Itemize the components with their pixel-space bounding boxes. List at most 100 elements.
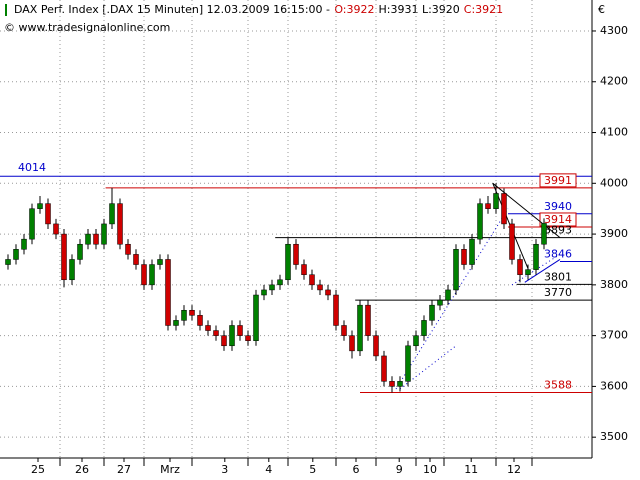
candle-body bbox=[197, 315, 203, 326]
candle-body bbox=[53, 223, 59, 235]
candle-body bbox=[533, 243, 539, 270]
candle-body bbox=[413, 335, 419, 347]
level-label-box bbox=[539, 212, 577, 227]
candle-body bbox=[221, 335, 227, 347]
level-label: 3801 bbox=[544, 270, 572, 283]
x-tick-label: 5 bbox=[309, 463, 316, 476]
candle-body bbox=[253, 294, 259, 341]
candle-body bbox=[237, 325, 243, 336]
candle-body bbox=[373, 335, 379, 357]
candle-body bbox=[69, 259, 75, 281]
candle-body bbox=[317, 284, 323, 291]
candle-body bbox=[437, 299, 443, 306]
y-tick-label: 3700 bbox=[600, 329, 628, 342]
candle-body bbox=[45, 203, 51, 225]
candle-body bbox=[333, 294, 339, 326]
y-tick-label: 3500 bbox=[600, 430, 628, 443]
header: DAX Perf. Index [.DAX 15 Minuten] 12.03.… bbox=[14, 3, 503, 16]
candle-body bbox=[245, 335, 251, 341]
candle-body bbox=[341, 325, 347, 336]
candle-body bbox=[485, 203, 491, 209]
candle-body bbox=[261, 289, 267, 296]
y-tick-label: 3600 bbox=[600, 379, 628, 392]
candle-body bbox=[117, 203, 123, 245]
header-part: H:3931 L:3920 bbox=[378, 3, 459, 16]
candle-body bbox=[469, 238, 475, 265]
candle-body bbox=[77, 243, 83, 260]
candle-body bbox=[285, 243, 291, 281]
candle-body bbox=[325, 289, 331, 296]
level-label: 3940 bbox=[544, 200, 572, 213]
candle-body bbox=[389, 381, 395, 387]
y-tick-label: 4100 bbox=[600, 126, 628, 139]
header-part: C:3921 bbox=[464, 3, 503, 16]
level-label: 3846 bbox=[544, 247, 572, 260]
candle-body bbox=[5, 259, 11, 265]
candle-body bbox=[85, 233, 91, 245]
candle-body bbox=[397, 381, 403, 387]
x-tick-label: 3 bbox=[221, 463, 228, 476]
candle-body bbox=[157, 259, 163, 265]
level-label: 3914 bbox=[544, 213, 572, 226]
level-label-box bbox=[539, 173, 577, 188]
header-part: DAX Perf. Index [.DAX 15 Minuten] 12.03.… bbox=[14, 3, 330, 16]
candle-body bbox=[541, 223, 547, 245]
level-label: 3588 bbox=[544, 378, 572, 391]
candle-body bbox=[205, 325, 211, 331]
candle-body bbox=[181, 309, 187, 321]
trendline bbox=[395, 208, 509, 390]
x-tick-label: Mrz bbox=[160, 463, 180, 476]
candle-body bbox=[517, 259, 523, 275]
candle-body bbox=[269, 284, 275, 291]
candle-body bbox=[293, 243, 299, 265]
y-tick-label: 3900 bbox=[600, 227, 628, 240]
x-tick-label: 9 bbox=[396, 463, 403, 476]
candle-body bbox=[29, 208, 35, 240]
header-part: O:3922 bbox=[334, 3, 374, 16]
candle-body bbox=[125, 243, 131, 255]
candle-body bbox=[61, 233, 67, 281]
candle-body bbox=[149, 264, 155, 286]
candle-body bbox=[93, 233, 99, 245]
candle-body bbox=[421, 320, 427, 336]
candle-body bbox=[493, 193, 499, 209]
candle-body bbox=[301, 264, 307, 275]
x-tick-label: 27 bbox=[117, 463, 131, 476]
candle-body bbox=[21, 238, 27, 250]
candle-body bbox=[381, 355, 387, 382]
trendline bbox=[524, 259, 561, 283]
candle-body bbox=[213, 330, 219, 336]
y-tick-label: 4200 bbox=[600, 75, 628, 88]
candle-body bbox=[189, 309, 195, 316]
candle-body bbox=[165, 259, 171, 326]
candle-body bbox=[429, 304, 435, 321]
y-tick-label: 4000 bbox=[600, 176, 628, 189]
candle-body bbox=[277, 279, 283, 286]
candle-body bbox=[525, 269, 531, 275]
candle-body bbox=[229, 325, 235, 347]
level-label: 3770 bbox=[544, 286, 572, 299]
y-tick-label: 3800 bbox=[600, 278, 628, 291]
candle-body bbox=[13, 249, 19, 260]
candle-body bbox=[101, 223, 107, 245]
copyright: © www.tradesignalonline.com bbox=[4, 21, 170, 34]
candle-body bbox=[133, 254, 139, 265]
level-label: 3991 bbox=[544, 174, 572, 187]
x-tick-label: 25 bbox=[31, 463, 45, 476]
candle-body bbox=[37, 203, 43, 209]
candle-body bbox=[357, 304, 363, 352]
candle-body bbox=[173, 320, 179, 326]
x-tick-label: 26 bbox=[75, 463, 89, 476]
x-tick-label: 10 bbox=[423, 463, 437, 476]
x-tick-label: 6 bbox=[353, 463, 360, 476]
candle-body bbox=[141, 264, 147, 286]
y-tick-label: 4300 bbox=[600, 24, 628, 37]
candle-body bbox=[501, 193, 507, 225]
candle-body bbox=[477, 203, 483, 240]
candle-body bbox=[445, 289, 451, 301]
candle-body bbox=[461, 249, 467, 265]
candle-body bbox=[405, 345, 411, 382]
candle-body bbox=[349, 335, 355, 352]
